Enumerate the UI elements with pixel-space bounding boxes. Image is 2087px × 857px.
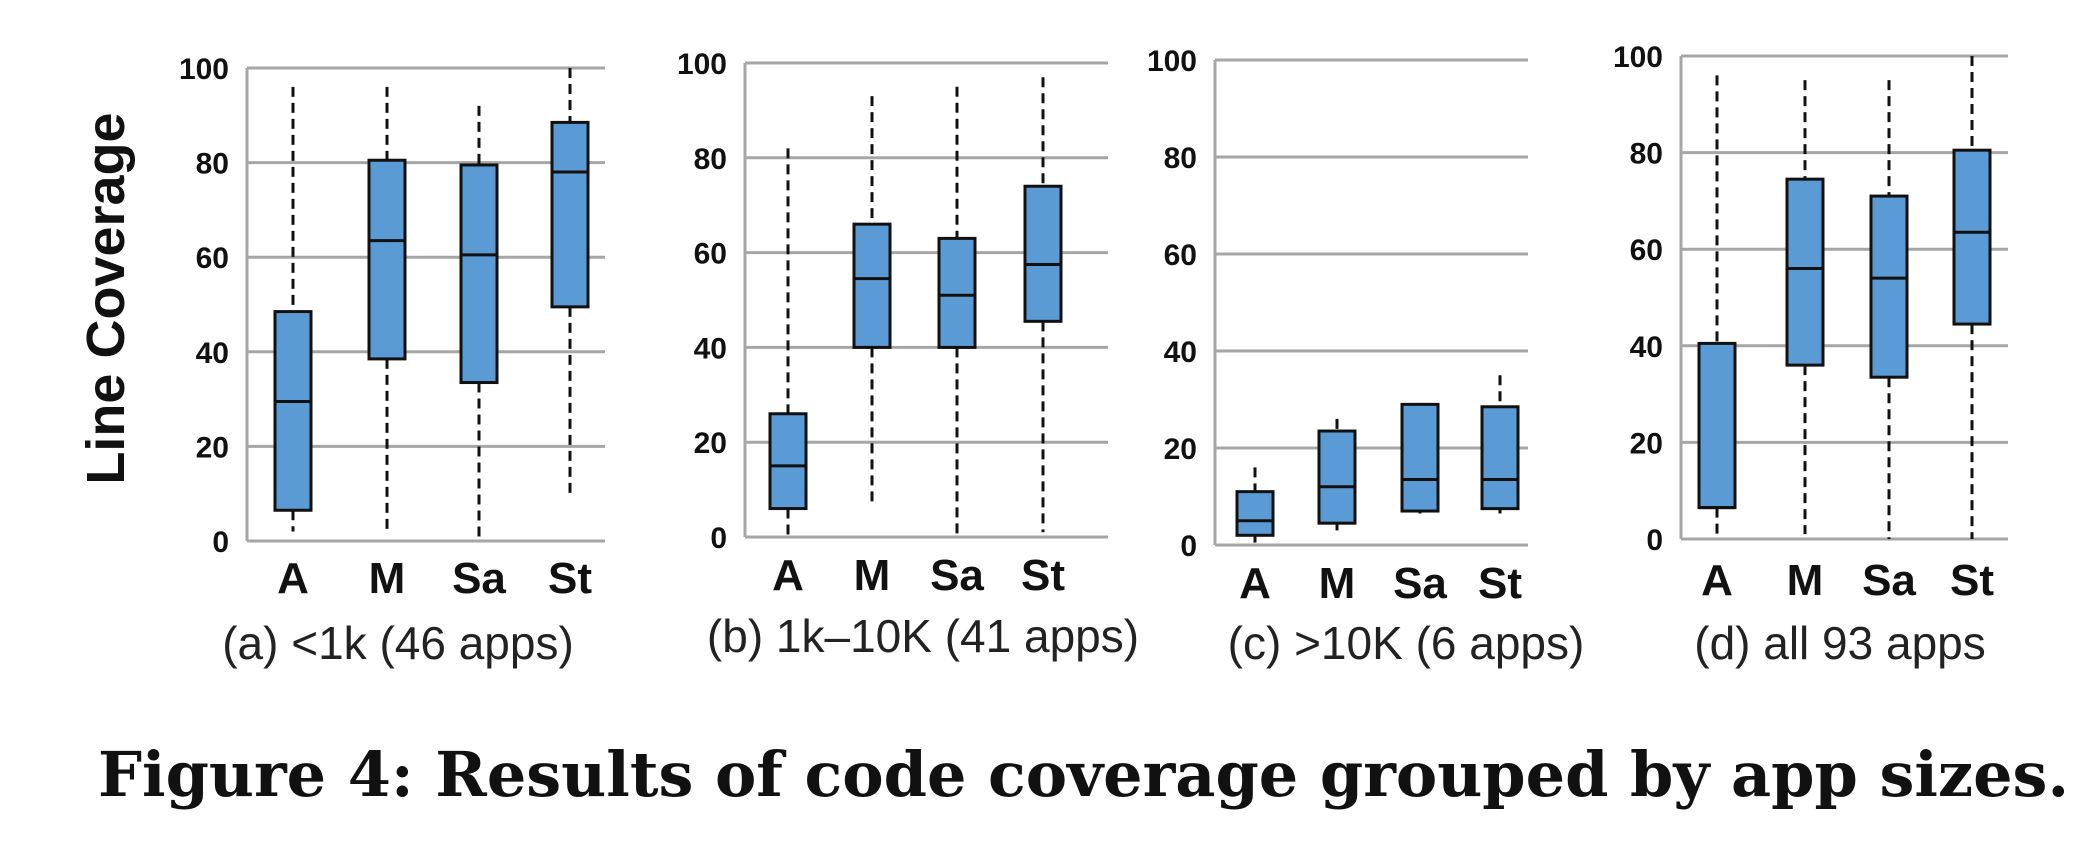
- y-tick-label: 80: [1164, 142, 1197, 175]
- box-St: [1952, 56, 1992, 539]
- chart-panel-2: 0 20 40 60 80 100 A M Sa St (b) 1k–10K (41 apps): [677, 48, 1139, 662]
- box-M: [1317, 418, 1357, 531]
- iqr-box: [1952, 148, 1992, 326]
- y-tick-label: 40: [694, 332, 727, 365]
- iqr-box: [1480, 405, 1520, 511]
- box-Sa: [937, 86, 977, 537]
- x-category-label: Sa: [1393, 559, 1447, 608]
- x-category-label: A: [277, 554, 309, 603]
- iqr-box: [273, 310, 313, 512]
- x-category-label: A: [772, 551, 804, 600]
- box-M: [367, 86, 407, 532]
- iqr-box: [367, 158, 407, 361]
- iqr-box: [852, 222, 892, 349]
- y-tick-label: 20: [694, 427, 727, 460]
- panel-subtitle: (a) <1k (46 apps): [222, 617, 574, 669]
- y-tick-label: 60: [196, 242, 229, 275]
- box-A: [1697, 75, 1737, 539]
- x-category-label: Sa: [452, 554, 506, 603]
- chart-panel-4: 0 20 40 60 80 100 A M Sa St (d) all 93 apps: [1613, 41, 2008, 669]
- iqr-box: [1697, 341, 1737, 510]
- y-tick-label: 0: [710, 522, 727, 555]
- x-category-label: M: [1319, 559, 1356, 608]
- box-M: [1785, 80, 1825, 535]
- x-category-label: St: [548, 554, 592, 603]
- y-tick-label: 40: [1630, 331, 1663, 364]
- y-tick-label: 20: [1630, 427, 1663, 460]
- figure-caption: Figure 4: Results of code coverage group…: [98, 738, 2070, 811]
- y-tick-label: 40: [196, 337, 229, 370]
- x-category-label: M: [369, 554, 406, 603]
- y-tick-label: 0: [1646, 524, 1663, 557]
- x-category-label: St: [1950, 556, 1994, 605]
- panel-subtitle: (c) >10K (6 apps): [1228, 617, 1585, 669]
- panel-subtitle: (b) 1k–10K (41 apps): [707, 610, 1139, 662]
- box-St: [1480, 375, 1520, 514]
- y-tick-label: 0: [1180, 530, 1197, 563]
- x-category-label: St: [1478, 559, 1522, 608]
- x-category-label: St: [1021, 551, 1065, 600]
- y-tick-label: 100: [677, 48, 727, 81]
- iqr-box: [1023, 184, 1063, 323]
- chart-panel-3: 0 20 40 60 80 100 A M Sa St (c) >10K (6 apps): [1147, 45, 1584, 669]
- y-tick-label: 100: [179, 53, 229, 86]
- y-tick-label: 40: [1164, 336, 1197, 369]
- y-tick-label: 100: [1147, 45, 1197, 78]
- box-St: [1023, 77, 1063, 533]
- box-Sa: [1400, 402, 1440, 514]
- iqr-box: [1869, 194, 1909, 379]
- iqr-box: [1400, 402, 1440, 513]
- y-tick-label: 80: [694, 143, 727, 176]
- iqr-box: [1235, 490, 1275, 537]
- panel-subtitle: (d) all 93 apps: [1694, 617, 1986, 669]
- x-category-label: Sa: [1862, 556, 1916, 605]
- x-category-label: A: [1701, 556, 1733, 605]
- box-St: [550, 68, 590, 494]
- y-tick-label: 20: [1164, 433, 1197, 466]
- y-tick-label: 60: [1164, 239, 1197, 272]
- box-M: [852, 96, 892, 504]
- y-tick-label: 100: [1613, 41, 1663, 74]
- y-tick-label: 60: [1630, 234, 1663, 267]
- x-category-label: A: [1239, 559, 1271, 608]
- iqr-box: [550, 120, 590, 309]
- iqr-box: [1785, 177, 1825, 367]
- box-Sa: [459, 105, 499, 541]
- y-tick-label: 80: [196, 148, 229, 181]
- x-category-label: Sa: [930, 551, 984, 600]
- y-tick-label: 60: [694, 238, 727, 271]
- iqr-box: [768, 412, 808, 511]
- chart-panel-1: 0 20 40 60 80 100 A M Sa St (a) <1k (46 apps) Line …: [76, 53, 605, 669]
- box-Sa: [1869, 80, 1909, 539]
- iqr-box: [937, 236, 977, 349]
- x-category-label: M: [1787, 556, 1824, 605]
- box-A: [1235, 467, 1275, 543]
- y-axis-label: Line Coverage: [76, 112, 136, 484]
- y-tick-label: 80: [1630, 138, 1663, 171]
- box-A: [273, 86, 313, 532]
- y-tick-label: 20: [196, 431, 229, 464]
- iqr-box: [459, 163, 499, 385]
- box-A: [768, 148, 808, 537]
- x-category-label: M: [854, 551, 891, 600]
- y-tick-label: 0: [212, 526, 229, 559]
- iqr-box: [1317, 429, 1357, 525]
